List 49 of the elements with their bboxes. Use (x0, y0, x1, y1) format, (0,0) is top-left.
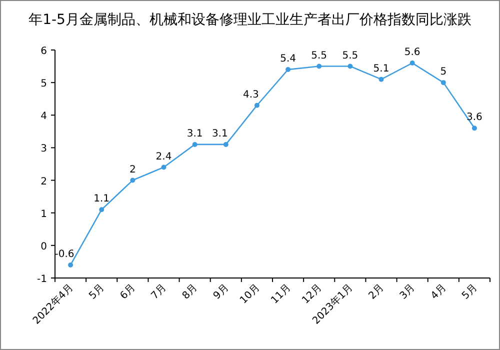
x-tick-label: 9月 (212, 282, 232, 302)
y-tick-label: 2 (40, 176, 47, 188)
data-label: 5.5 (342, 50, 358, 62)
y-tick-label: 1 (40, 208, 47, 220)
data-label: 1.1 (94, 194, 110, 205)
point (192, 142, 198, 147)
x-tick-label: 12月 (300, 282, 324, 306)
x-tick-label: 5月 (87, 282, 107, 302)
data-label: 5.1 (373, 63, 390, 74)
y-tick-label: 6 (40, 46, 47, 57)
point (410, 60, 415, 66)
x-tick-label: 5月 (460, 282, 480, 302)
x-tick-label: 7月 (150, 282, 169, 302)
data-label: 2.4 (156, 151, 172, 162)
point (316, 64, 322, 69)
point (472, 126, 477, 131)
y-tick-label: 5 (40, 78, 47, 90)
data-label: 3.1 (212, 128, 228, 140)
x-tick-label: 2月 (367, 282, 386, 302)
y-tick-label: -1 (37, 274, 47, 285)
point (161, 164, 166, 170)
point (99, 207, 104, 212)
data-label: 3.1 (186, 128, 203, 140)
x-tick-label: 3月 (398, 282, 418, 302)
y-tick-label: 0 (40, 241, 47, 252)
point (378, 76, 384, 82)
data-label: 5.4 (280, 54, 296, 65)
data-label: 2 (129, 164, 136, 176)
point (440, 80, 446, 86)
x-tick-label: 11月 (269, 282, 294, 306)
point (254, 102, 260, 108)
data-label: 5 (440, 66, 447, 78)
x-tick-label: 6月 (118, 282, 138, 302)
data-label: -0.6 (54, 248, 74, 260)
chart-title: 年1-5月金属制品、机械和设备修理业工业生产者出厂价格指数同比涨跌 (28, 12, 472, 28)
point (68, 262, 74, 268)
data-label: 3.6 (466, 112, 482, 124)
x-tick-label: 8月 (180, 282, 200, 302)
data-label: 5.5 (311, 50, 328, 62)
data-label: 5.6 (404, 47, 420, 58)
y-tick-label: 3 (40, 144, 47, 155)
x-tick-label: 10月 (238, 282, 262, 306)
data-label: 4.3 (243, 89, 259, 100)
y-tick-label: 4 (40, 111, 47, 122)
point (286, 67, 291, 72)
point (348, 64, 353, 69)
x-tick-label: 4月 (429, 282, 449, 302)
point (130, 178, 136, 183)
point (223, 142, 228, 147)
